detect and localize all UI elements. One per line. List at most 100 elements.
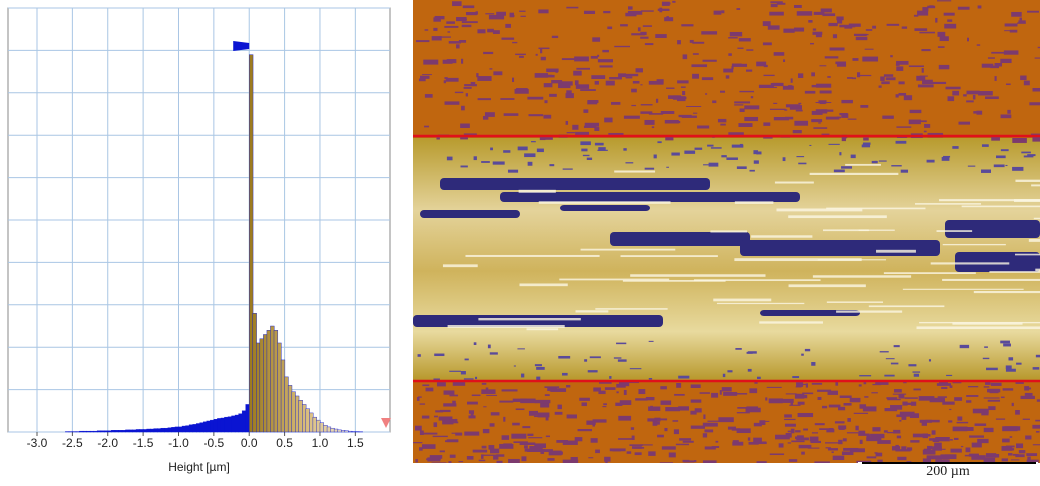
texture xyxy=(538,48,549,50)
texture xyxy=(540,49,542,53)
texture xyxy=(474,156,477,160)
texture xyxy=(812,111,823,115)
texture xyxy=(558,405,562,410)
texture xyxy=(866,435,870,438)
texture xyxy=(991,52,1004,54)
texture xyxy=(630,368,642,369)
texture xyxy=(952,382,961,383)
texture xyxy=(483,429,490,433)
texture xyxy=(448,461,451,463)
texture xyxy=(444,26,458,28)
texture xyxy=(763,122,770,125)
height-map xyxy=(413,0,1040,468)
texture xyxy=(701,31,717,34)
texture xyxy=(1015,254,1040,256)
texture xyxy=(935,18,937,23)
texture xyxy=(501,38,514,40)
texture xyxy=(674,394,685,396)
texture xyxy=(982,144,989,147)
texture xyxy=(466,12,477,15)
texture xyxy=(728,132,743,135)
texture xyxy=(862,57,878,62)
texture xyxy=(481,454,484,458)
texture xyxy=(527,97,543,100)
texture xyxy=(720,91,725,93)
texture xyxy=(588,370,598,372)
texture xyxy=(606,81,615,86)
texture xyxy=(440,450,445,452)
texture xyxy=(939,65,950,69)
texture xyxy=(841,166,852,168)
texture xyxy=(572,125,578,130)
texture xyxy=(1034,218,1040,219)
texture xyxy=(740,108,745,112)
texture xyxy=(737,166,747,169)
texture xyxy=(521,16,526,17)
texture xyxy=(518,147,528,151)
texture xyxy=(917,434,922,437)
texture xyxy=(609,77,622,79)
texture xyxy=(730,32,742,36)
texture xyxy=(886,358,895,359)
texture xyxy=(1027,457,1030,461)
bar xyxy=(154,429,158,432)
texture xyxy=(1011,459,1019,460)
texture xyxy=(482,446,487,449)
texture xyxy=(512,42,517,43)
texture xyxy=(482,383,487,385)
texture xyxy=(644,120,654,125)
texture xyxy=(940,36,949,41)
texture xyxy=(897,457,906,460)
texture xyxy=(422,416,429,419)
bar xyxy=(90,431,94,432)
texture xyxy=(736,393,747,395)
texture xyxy=(833,34,837,38)
texture xyxy=(798,402,805,405)
texture xyxy=(1019,450,1026,453)
texture xyxy=(522,426,530,428)
texture xyxy=(756,151,761,154)
texture xyxy=(917,11,928,16)
texture xyxy=(1006,369,1016,372)
texture xyxy=(481,161,490,163)
texture xyxy=(820,90,832,93)
bar xyxy=(214,419,218,432)
texture xyxy=(673,95,678,99)
bar xyxy=(101,431,105,432)
texture xyxy=(519,11,525,12)
bar xyxy=(309,413,313,432)
texture xyxy=(754,160,759,163)
texture xyxy=(727,370,732,372)
bar xyxy=(196,424,200,432)
texture xyxy=(977,439,988,443)
texture xyxy=(654,155,657,159)
bar xyxy=(324,425,328,432)
texture xyxy=(957,416,962,420)
texture xyxy=(978,91,993,95)
texture xyxy=(624,390,627,395)
texture xyxy=(896,126,911,127)
texture xyxy=(720,124,725,126)
texture xyxy=(901,446,906,451)
texture xyxy=(963,94,967,96)
texture xyxy=(810,43,814,44)
texture xyxy=(1007,110,1010,114)
texture xyxy=(990,389,999,393)
texture xyxy=(631,89,637,93)
texture xyxy=(631,427,634,430)
texture xyxy=(539,201,671,204)
texture xyxy=(656,465,668,467)
texture xyxy=(545,394,550,396)
texture xyxy=(682,91,685,95)
texture xyxy=(1015,410,1020,415)
texture xyxy=(1032,425,1040,429)
texture xyxy=(539,75,554,78)
texture xyxy=(914,28,927,31)
bar xyxy=(299,400,303,432)
texture xyxy=(984,346,988,347)
texture xyxy=(503,443,512,445)
texture xyxy=(843,448,858,451)
texture xyxy=(807,414,810,416)
texture xyxy=(567,414,577,418)
texture xyxy=(969,454,979,457)
